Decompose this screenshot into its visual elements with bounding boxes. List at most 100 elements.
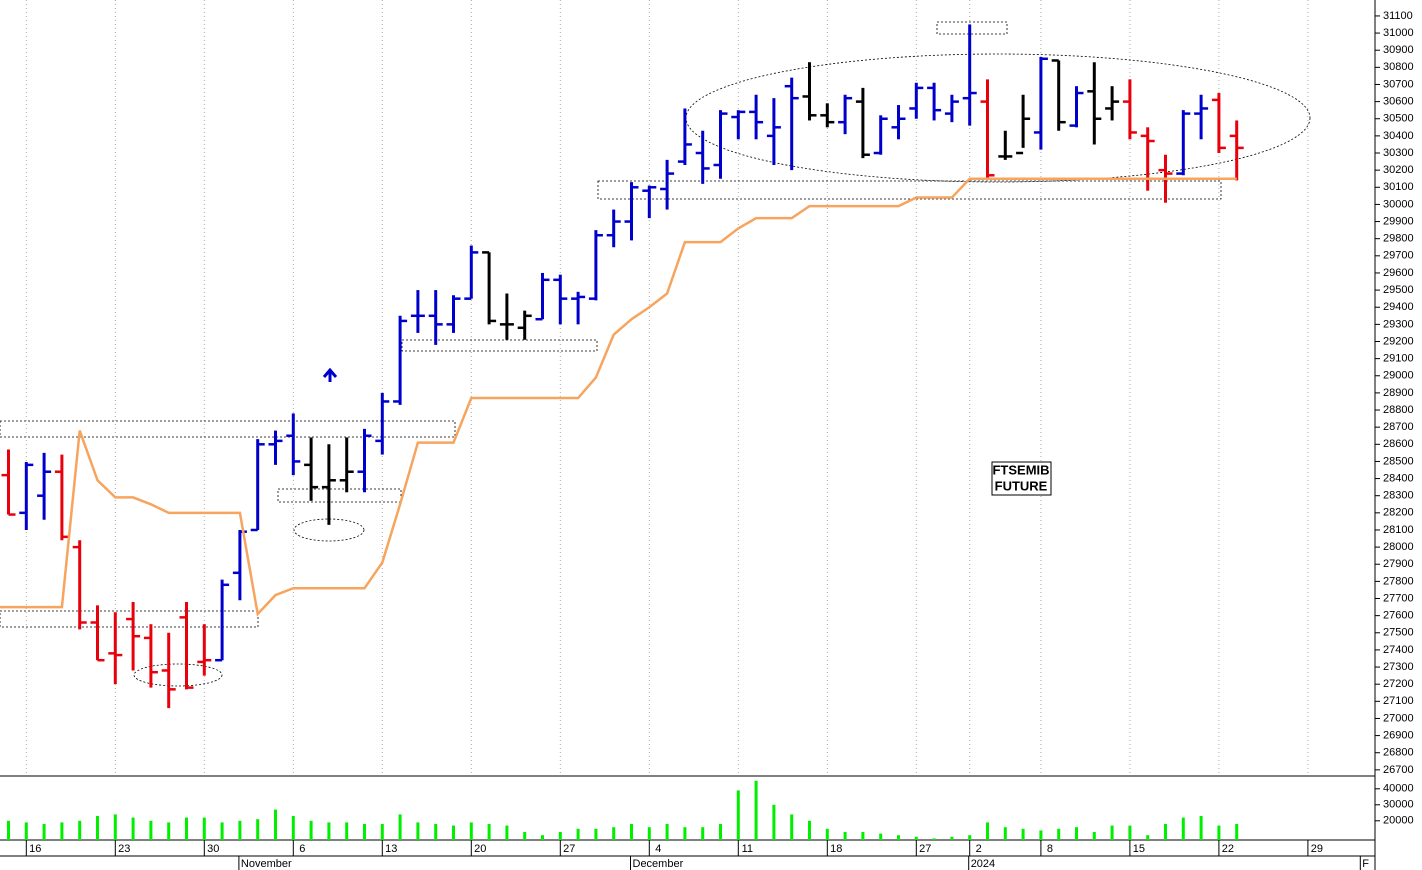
signal-arrow [322,367,338,382]
annotation-box [401,339,598,352]
volume-bar [1057,828,1061,840]
volume-bar [42,824,46,840]
volume-bar [291,816,295,840]
volume-bar [914,836,918,840]
volume-bar [469,822,473,840]
volume-bar [220,822,224,840]
y-tick-label: 30800 [1383,61,1414,73]
annotation-box [277,488,402,503]
y-tick-label: 28300 [1383,490,1414,502]
y-tick-label: 28600 [1383,438,1414,450]
month-label: 2024 [971,858,995,870]
volume-bar [825,828,829,840]
volume-bar [1075,827,1078,840]
y-tick-label: 29000 [1383,370,1414,382]
volume-bar [790,814,794,840]
x-tick-label: 4 [655,843,661,855]
annotation-ellipse [133,663,223,687]
volume-bar [452,825,455,840]
volume-bar [897,835,900,840]
volume-bar [167,822,171,840]
y-tick-label: 28700 [1383,421,1414,433]
y-tick-label: 29600 [1383,267,1414,279]
y-tick-label: 30600 [1383,96,1414,108]
x-tick-label: 13 [385,843,397,855]
volume-bar [505,825,509,840]
volume-bar [345,822,349,840]
volume-bar [1039,830,1043,840]
x-tick-label: 15 [1133,843,1145,855]
y-tick-label: 26900 [1383,729,1414,741]
volume-bar [612,827,616,840]
y-tick-label: 26800 [1383,747,1414,759]
volume-bar [879,833,883,840]
y-tick-label: 27600 [1383,610,1414,622]
volume-bar [1003,827,1007,840]
x-tick-label: 18 [830,843,842,855]
y-tick-label: 27900 [1383,558,1414,570]
volume-bar [1199,816,1203,840]
volume-bar [238,820,242,840]
y-tick-label: 27700 [1383,592,1414,604]
volume-bar [772,804,776,840]
y-tick-label: 20000 [1383,815,1414,827]
label-text: FTSEMIB [992,462,1049,477]
volume-bar [309,820,313,840]
volume-bar [149,820,153,840]
label-text: FUTURE [995,478,1048,493]
y-tick-label: 29800 [1383,233,1414,245]
volume-bar [78,820,82,840]
y-tick-label: 27400 [1383,644,1414,656]
y-tick-label: 29200 [1383,335,1414,347]
x-tick-label: 30 [207,843,219,855]
volume-bar [7,820,10,840]
y-tick-label: 28000 [1383,541,1414,553]
y-tick-label: 28500 [1383,455,1414,467]
volume-bar [808,820,811,840]
volume-bar [131,817,135,840]
y-tick-label: 29900 [1383,215,1414,227]
x-tick-label: 11 [742,843,753,855]
y-tick-label: 27100 [1383,695,1414,707]
y-tick-label: 30000 [1383,799,1414,811]
volume-bar [701,827,705,840]
volume-bar [60,822,64,840]
y-tick-label: 30700 [1383,78,1414,90]
volume-bar [380,824,384,840]
volume-bar [950,836,954,840]
volume-bar [986,822,989,840]
trend-line [0,177,1237,617]
volume-bar [861,832,865,840]
volume-bar [594,828,598,840]
y-tick-label: 28800 [1383,404,1414,416]
volume-bar [274,809,277,840]
label-box [991,461,1052,496]
volume-bar [665,824,669,840]
y-tick-label: 27500 [1383,627,1414,639]
y-tick-label: 40000 [1383,783,1414,795]
y-tick-label: 30300 [1383,147,1414,159]
volume-bar [1146,835,1150,840]
frame [0,0,1376,870]
y-tick-label: 27300 [1383,661,1414,673]
y-tick-label: 29500 [1383,284,1414,296]
x-tick-label: 22 [1222,843,1234,855]
y-tick-label: 27200 [1383,678,1414,690]
y-tick-label: 30900 [1383,44,1414,56]
volume-bar [1128,825,1132,840]
x-tick-label: 20 [474,843,486,855]
volume-bar [398,814,402,840]
x-tick-label: 8 [1047,843,1053,855]
annotation-box [936,21,1008,35]
y-tick-label: 27800 [1383,575,1414,587]
volume-bar [1164,824,1167,840]
y-tick-label: 30400 [1383,130,1414,142]
volume-bar [1235,824,1239,840]
annotation-ellipse [293,518,365,542]
y-tick-label: 28400 [1383,472,1414,484]
y-tick-label: 30200 [1383,164,1414,176]
volume-bar [719,824,722,840]
volume-bar [1110,825,1114,840]
